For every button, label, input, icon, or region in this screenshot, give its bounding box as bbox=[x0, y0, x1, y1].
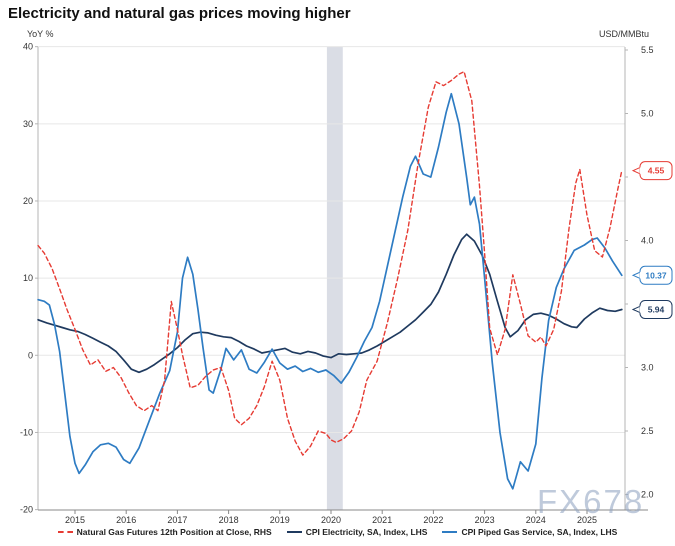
series-cpi-electricity bbox=[37, 233, 623, 374]
legend-item-cpi-piped-gas: CPI Piped Gas Service, SA, Index, LHS bbox=[442, 527, 617, 537]
right-axis-tick-label: 5.5 bbox=[641, 45, 654, 55]
navy-solid-line-icon bbox=[286, 531, 302, 533]
left-axis-unit-label: YoY % bbox=[27, 29, 54, 39]
x-axis-tick-label: 2017 bbox=[167, 515, 187, 525]
legend-item-natural-gas-futures: Natural Gas Futures 12th Position at Clo… bbox=[57, 527, 272, 537]
left-axis-tick-label: 40 bbox=[23, 42, 33, 52]
right-axis-tick-label: 2.0 bbox=[641, 490, 654, 500]
left-axis-tick-label: 0 bbox=[28, 350, 33, 360]
x-axis-tick-label: 2021 bbox=[372, 515, 392, 525]
x-axis-tick-label: 2020 bbox=[321, 515, 341, 525]
chart-legend: Natural Gas Futures 12th Position at Clo… bbox=[0, 527, 675, 537]
x-axis-tick-label: 2019 bbox=[270, 515, 290, 525]
x-axis-tick-label: 2016 bbox=[116, 515, 136, 525]
x-axis-tick-label: 2023 bbox=[475, 515, 495, 525]
legend-label: CPI Piped Gas Service, SA, Index, LHS bbox=[461, 527, 618, 537]
left-axis-tick-label: -10 bbox=[20, 427, 33, 437]
x-axis-tick-label: 2015 bbox=[65, 515, 85, 525]
end-value-label: 4.55 bbox=[648, 166, 665, 176]
end-value-label: 10.37 bbox=[645, 270, 667, 280]
red-dashed-line-icon bbox=[57, 531, 73, 533]
x-axis-tick-label: 2018 bbox=[219, 515, 239, 525]
legend-item-cpi-electricity: CPI Electricity, SA, Index, LHS bbox=[286, 527, 428, 537]
left-axis-tick-label: 30 bbox=[23, 119, 33, 129]
series-natural-gas-futures bbox=[37, 70, 623, 456]
x-axis-tick-label: 2025 bbox=[577, 515, 597, 525]
right-axis-tick-label: 5.0 bbox=[641, 109, 654, 119]
x-axis-tick-label: 2024 bbox=[526, 515, 546, 525]
right-axis-tick-label: 2.5 bbox=[641, 426, 654, 436]
legend-label: CPI Electricity, SA, Index, LHS bbox=[305, 527, 428, 537]
right-axis-tick-label: 3.0 bbox=[641, 363, 654, 373]
left-axis-tick-label: 10 bbox=[23, 273, 33, 283]
left-axis-tick-label: -20 bbox=[20, 505, 33, 515]
left-axis-tick-label: 20 bbox=[23, 196, 33, 206]
blue-solid-line-icon bbox=[442, 531, 458, 533]
series-cpi-piped-gas bbox=[37, 92, 623, 490]
x-axis-tick-label: 2022 bbox=[423, 515, 443, 525]
right-axis-unit-label: USD/MMBtu bbox=[598, 29, 649, 39]
right-axis-tick-label: 4.0 bbox=[641, 236, 654, 246]
legend-label: Natural Gas Futures 12th Position at Clo… bbox=[76, 527, 272, 537]
end-value-label: 5.94 bbox=[648, 304, 665, 314]
page-title: Electricity and natural gas prices movin… bbox=[8, 5, 351, 22]
